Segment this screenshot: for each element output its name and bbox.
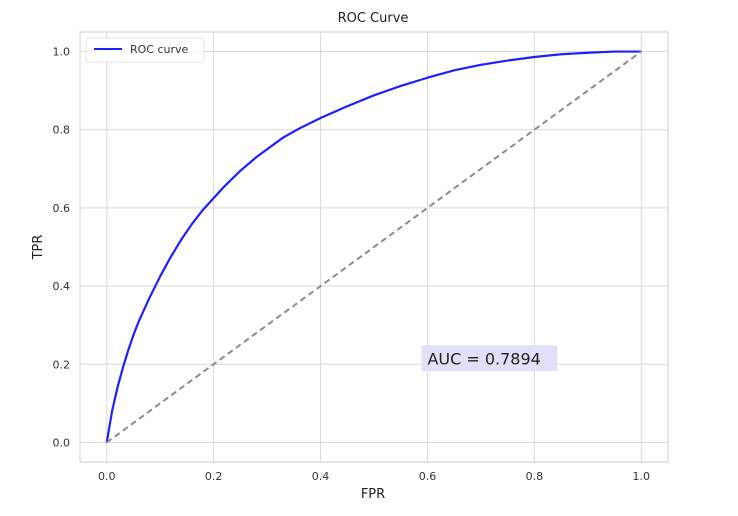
- legend-frame: [85, 37, 205, 63]
- y-tick-label: 0.8: [53, 124, 71, 137]
- grid-lines: [80, 32, 668, 462]
- y-tick-label: 0.0: [53, 436, 71, 449]
- x-tick-labels: 0.0 0.2 0.4 0.6 0.8 1.0: [98, 470, 650, 483]
- roc-curve-line: [105, 50, 642, 443]
- y-tick-label: 0.2: [53, 358, 71, 371]
- x-tick-label: 1.0: [633, 470, 651, 483]
- x-tick-label: 0.0: [98, 470, 116, 483]
- legend-label-roc-curve: ROC curve: [130, 43, 189, 56]
- diagonal-reference-line: [106, 50, 642, 444]
- x-tick-label: 0.2: [205, 470, 223, 483]
- y-tick-labels: 0.0 0.2 0.4 0.6 0.8 1.0: [53, 46, 71, 450]
- y-tick-label: 0.4: [53, 280, 71, 293]
- x-tick-label: 0.6: [419, 470, 437, 483]
- y-tick-label: 0.6: [53, 202, 71, 215]
- y-axis-title: TPR: [31, 235, 46, 261]
- legend: ROC curve: [85, 37, 205, 63]
- x-tick-label: 0.4: [312, 470, 330, 483]
- x-axis-title: FPR: [361, 487, 385, 502]
- x-tick-label: 0.8: [526, 470, 544, 483]
- auc-annotation-text: AUC = 0.7894: [427, 349, 540, 368]
- auc-annotation: AUC = 0.7894: [421, 345, 558, 372]
- auc-annotation-box: [421, 345, 558, 372]
- chart-title: ROC Curve: [338, 11, 409, 26]
- y-tick-label: 1.0: [53, 46, 71, 59]
- series-layer: [105, 50, 642, 444]
